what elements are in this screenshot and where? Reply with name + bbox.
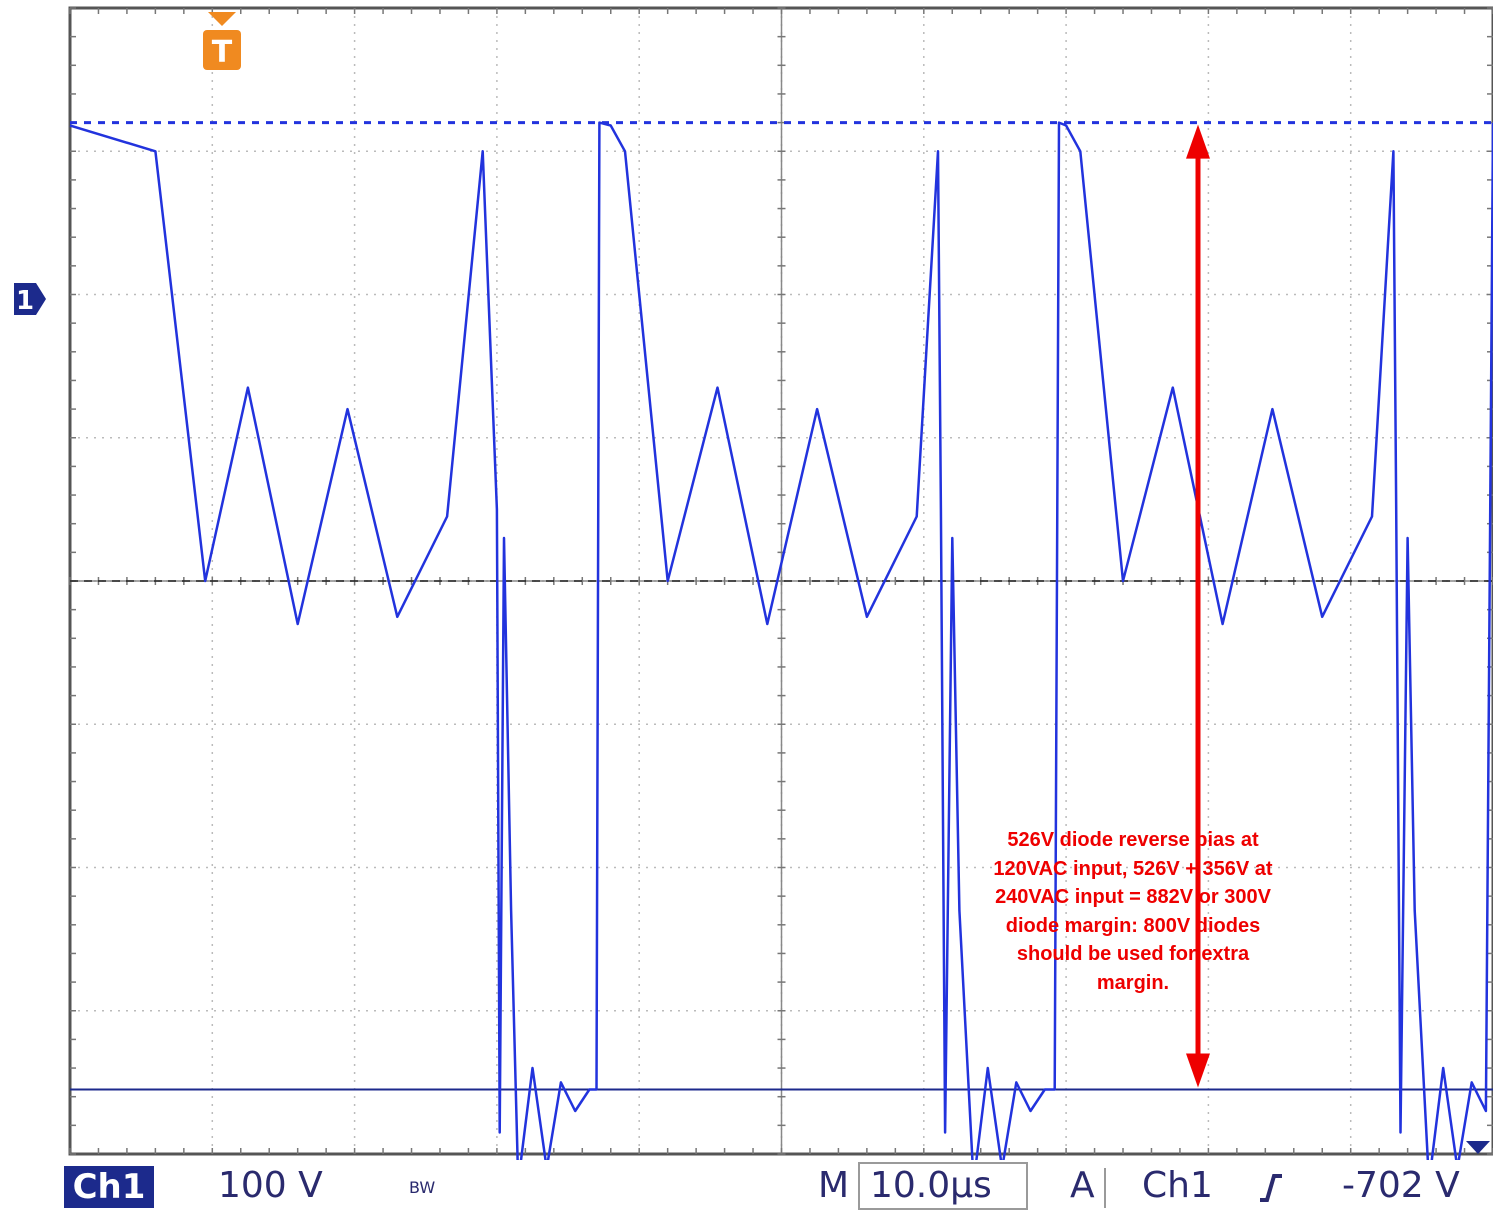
arrow-head-bottom bbox=[1186, 1053, 1210, 1088]
trigger-level: -702 V bbox=[1342, 1165, 1460, 1206]
voltage-span-arrow bbox=[1186, 124, 1210, 1088]
annotation-line: diode margin: 800V diodes bbox=[1005, 914, 1261, 937]
waveform-series bbox=[69, 121, 1493, 1184]
trigger-source: Ch1 bbox=[1142, 1165, 1213, 1206]
annotation-line: should be used for extra bbox=[1016, 943, 1250, 966]
annotation-line: 240VAC input = 882V or 300V bbox=[995, 886, 1271, 909]
annotation-line: 120VAC input, 526V + 356V at bbox=[993, 857, 1273, 880]
rising-edge-icon bbox=[1260, 1174, 1282, 1202]
status-bar bbox=[0, 1160, 1493, 1212]
arrow-head-top bbox=[1186, 124, 1210, 159]
annotation-text: 526V diode reverse bias at 120VAC input,… bbox=[948, 826, 1318, 998]
annotation-line: margin. bbox=[1096, 971, 1170, 994]
scope-markers: 1 T bbox=[14, 12, 1490, 1154]
trigger-marker: T bbox=[203, 12, 241, 70]
time-per-div: 10.0µs bbox=[870, 1165, 992, 1206]
channel-marker: 1 bbox=[14, 283, 46, 316]
timebase-prefix: M bbox=[818, 1165, 850, 1206]
annotation-line: 526V diode reverse bias at bbox=[1007, 829, 1259, 851]
bottom-right-marker-icon bbox=[1466, 1141, 1490, 1154]
trigger-divider bbox=[1104, 1168, 1106, 1208]
bandwidth-limit-icon: BW bbox=[409, 1178, 436, 1197]
timebase-box bbox=[858, 1162, 1028, 1210]
reference-lines bbox=[70, 121, 1493, 1091]
channel-badge: Ch1 bbox=[64, 1166, 154, 1208]
channel-marker-label: 1 bbox=[16, 286, 34, 316]
waveform-trace bbox=[69, 121, 1493, 1184]
trigger-prefix: A bbox=[1070, 1165, 1095, 1206]
trigger-marker-label: T bbox=[212, 35, 233, 70]
volts-per-div: 100 V bbox=[218, 1165, 323, 1206]
